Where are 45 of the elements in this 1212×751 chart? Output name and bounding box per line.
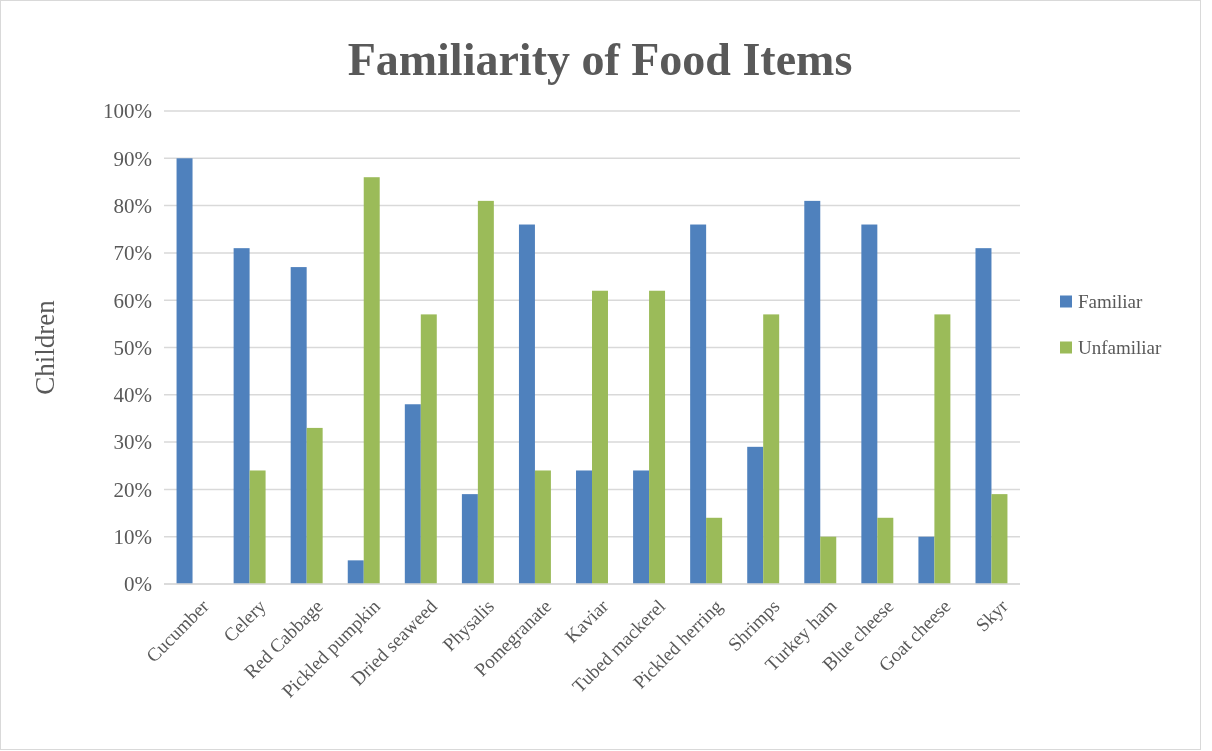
bar: [592, 290, 608, 584]
y-tick-label: 90%: [113, 146, 152, 171]
bar: [991, 494, 1008, 584]
legend-label: Familiar: [1078, 291, 1144, 313]
bar: [918, 536, 935, 584]
bar: [518, 224, 535, 584]
bar: [690, 224, 707, 584]
bar: [877, 517, 894, 584]
legend-label: Unfamiliar: [1078, 337, 1163, 359]
y-tick-label: 70%: [113, 241, 152, 266]
bar: [363, 177, 380, 584]
y-tick-label: 80%: [113, 193, 152, 218]
bar: [934, 314, 951, 584]
bar: [861, 224, 878, 584]
bar: [461, 494, 478, 584]
bar: [804, 200, 821, 584]
bar: [420, 314, 437, 584]
bar: [347, 560, 364, 584]
bar: [747, 446, 764, 584]
bar: [706, 517, 723, 584]
bar: [477, 200, 494, 584]
y-tick-label: 100%: [103, 99, 152, 124]
y-tick-label: 20%: [113, 477, 152, 502]
bar: [576, 470, 592, 584]
y-tick-label: 0%: [124, 572, 152, 597]
y-axis-title: Children: [30, 299, 60, 395]
bar: [763, 314, 780, 584]
chart-title: Familiarity of Food Items: [347, 34, 853, 85]
bar: [290, 267, 307, 584]
bar: [404, 404, 421, 584]
bar: [249, 470, 266, 584]
y-tick-label: 60%: [113, 288, 152, 313]
x-tick-label: Skyr: [971, 594, 1013, 636]
y-tick-label: 10%: [113, 525, 152, 550]
bar: [975, 248, 992, 584]
bar: [306, 427, 323, 584]
bar: [233, 248, 250, 584]
bar: [633, 470, 650, 584]
bar: [649, 290, 666, 584]
bar: [534, 470, 551, 584]
bar: [176, 158, 193, 584]
y-tick-label: 40%: [113, 383, 152, 408]
y-tick-label: 50%: [113, 335, 152, 360]
y-tick-label: 30%: [113, 430, 152, 455]
bar: [820, 536, 837, 584]
